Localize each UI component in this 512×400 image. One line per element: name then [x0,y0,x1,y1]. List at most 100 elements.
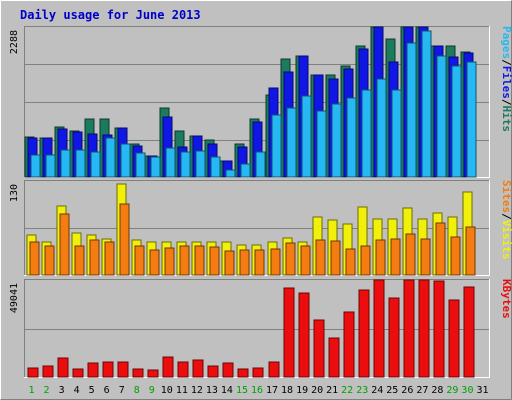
x-tick-label-day-22: 22 [341,385,353,396]
legend-visits: Visits [500,220,512,260]
panel-hits-files-pages-legend: Pages/Files/Hits [500,26,512,132]
x-tick-label-day-16: 16 [251,385,263,396]
bar-sites-day-15 [239,249,250,276]
legend-separator: / [500,59,512,66]
bar-pages-day-18 [286,107,297,178]
x-tick-label-day-1: 1 [29,385,35,396]
legend-pages: Pages [500,26,512,59]
legend-hits: Hits [500,106,512,133]
bar-kbytes-day-3 [57,357,69,378]
bar-sites-day-2 [44,245,55,276]
bar-sites-day-13 [209,246,220,276]
bar-sites-day-11 [179,245,190,276]
bar-kbytes-day-14 [222,362,234,378]
bar-sites-day-25 [390,238,401,276]
bar-kbytes-day-30 [463,286,475,378]
bar-pages-day-9 [150,156,161,178]
bar-sites-day-18 [285,242,296,276]
bar-sites-day-29 [450,236,461,276]
bar-pages-day-20 [316,110,327,178]
x-tick-label-day-18: 18 [281,385,293,396]
panel-visits-sites-legend: Sites/Visits [500,180,512,260]
legend-separator: / [500,99,512,106]
bar-kbytes-day-28 [433,280,445,378]
bar-pages-day-10 [165,147,176,178]
x-tick-label-day-27: 27 [416,385,428,396]
bar-kbytes-day-24 [373,279,385,378]
bar-sites-day-27 [420,238,431,276]
bar-kbytes-day-6 [102,361,114,378]
bar-pages-day-12 [195,150,206,178]
bar-kbytes-day-16 [252,367,264,378]
x-tick-label-day-10: 10 [161,385,173,396]
panel-kbytes-ymax-label: 49041 [9,283,20,313]
panel-kbytes-legend: KBytes [500,279,512,319]
bar-sites-day-23 [360,245,371,276]
bar-pages-day-8 [135,152,146,178]
x-tick-label-day-19: 19 [296,385,308,396]
x-tick-label-day-15: 15 [236,385,248,396]
bar-sites-day-26 [405,233,416,276]
bar-sites-day-6 [104,241,115,276]
bar-pages-day-2 [45,154,56,178]
bar-kbytes-day-2 [42,365,54,378]
x-tick-label-day-20: 20 [311,385,323,396]
bar-pages-day-22 [346,97,357,178]
bar-pages-day-26 [406,42,417,178]
bar-sites-day-5 [89,239,100,276]
bar-kbytes-day-5 [87,362,99,378]
x-tick-label-day-3: 3 [59,385,65,396]
legend-kbytes: KBytes [500,279,512,319]
bar-kbytes-day-21 [328,337,340,378]
x-tick-label-day-5: 5 [89,385,95,396]
x-tick-label-day-17: 17 [266,385,278,396]
bar-kbytes-day-9 [147,369,159,378]
panel-hits-files-pages-ymax-label: 2288 [9,30,20,54]
bar-kbytes-day-25 [388,297,400,378]
bar-kbytes-day-17 [268,361,280,378]
bar-sites-day-10 [164,247,175,276]
legend-files: Files [500,66,512,99]
legend-separator: / [500,213,512,220]
bar-sites-day-4 [74,245,85,276]
x-tick-label-day-23: 23 [356,385,368,396]
bar-pages-day-29 [451,65,462,178]
bar-pages-day-25 [391,89,402,178]
bar-pages-day-3 [60,149,71,178]
bar-kbytes-day-19 [298,292,310,378]
bar-sites-day-28 [435,222,446,276]
bar-pages-day-4 [75,149,86,178]
bar-pages-day-1 [30,154,41,178]
bar-kbytes-day-12 [192,359,204,378]
x-tick-label-day-26: 26 [401,385,413,396]
bar-sites-day-1 [29,241,40,276]
bar-sites-day-30 [465,226,476,276]
x-tick-label-day-12: 12 [191,385,203,396]
bar-pages-day-21 [331,103,342,178]
bar-sites-day-3 [59,213,70,276]
bar-pages-day-24 [376,78,387,178]
bar-sites-day-9 [149,249,160,276]
bar-pages-day-16 [255,151,266,178]
bar-kbytes-day-11 [177,361,189,378]
bar-kbytes-day-10 [162,356,174,378]
x-tick-label-day-11: 11 [176,385,188,396]
bar-pages-day-13 [210,156,221,178]
bar-sites-day-16 [254,249,265,276]
x-tick-label-day-2: 2 [44,385,50,396]
bar-sites-day-12 [194,245,205,276]
bar-kbytes-day-4 [72,368,84,378]
x-tick-label-day-29: 29 [446,385,458,396]
bar-pages-day-30 [466,61,477,178]
bar-kbytes-day-13 [207,365,219,378]
bar-sites-day-21 [330,240,341,276]
x-tick-label-day-8: 8 [134,385,140,396]
bar-pages-day-6 [105,137,116,178]
bar-kbytes-day-1 [27,367,39,378]
bar-sites-day-17 [270,248,281,276]
bar-kbytes-day-15 [237,368,249,378]
bar-kbytes-day-7 [117,361,129,378]
bar-pages-day-14 [225,169,236,178]
panel-visits-sites-ymax-label: 130 [9,184,20,202]
